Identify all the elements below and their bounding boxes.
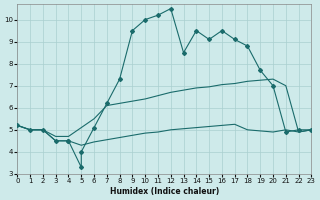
X-axis label: Humidex (Indice chaleur): Humidex (Indice chaleur) bbox=[110, 187, 219, 196]
